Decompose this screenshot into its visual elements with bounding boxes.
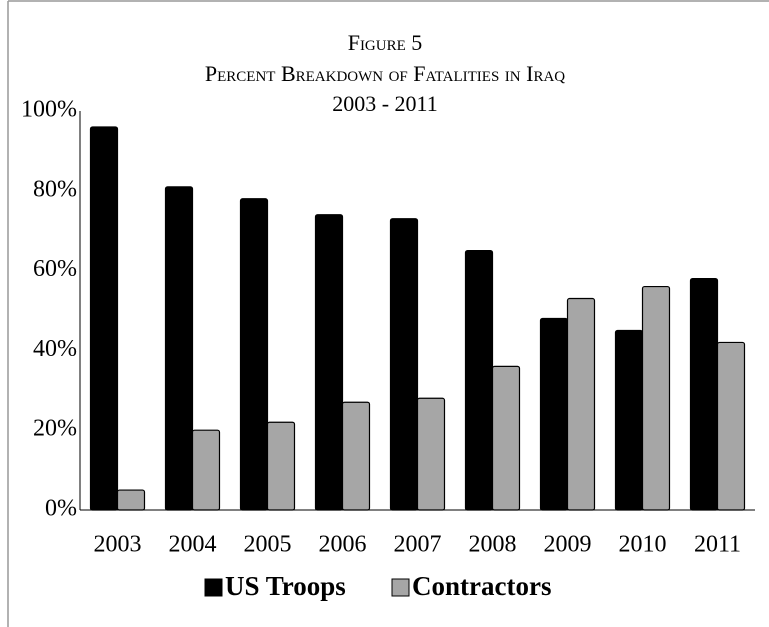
bar — [164, 186, 194, 511]
bar — [266, 421, 296, 511]
x-tick-label: 2004 — [169, 532, 217, 558]
bar — [566, 297, 596, 511]
legend-swatch — [391, 578, 410, 597]
bar — [416, 397, 446, 511]
bar — [464, 250, 494, 511]
legend-label: Contractors — [412, 571, 551, 601]
bar — [689, 277, 719, 511]
y-tick-label: 60% — [33, 256, 77, 282]
y-tick-label: 80% — [33, 176, 77, 202]
bar — [191, 429, 221, 511]
chart-title: Figure 5 — [348, 30, 423, 55]
x-tick-label: 2010 — [619, 532, 667, 558]
bar — [239, 198, 269, 511]
x-tick-label: 2009 — [544, 532, 592, 558]
x-tick-label: 2003 — [94, 532, 142, 558]
legend-swatch — [204, 578, 223, 597]
bar — [716, 341, 746, 511]
x-tick-label: 2008 — [469, 532, 517, 558]
chart-title: 2003 - 2011 — [332, 91, 438, 116]
bar — [389, 218, 419, 511]
y-tick-label: 40% — [33, 336, 77, 362]
y-tick-label: 20% — [33, 416, 77, 442]
bar — [539, 317, 569, 511]
x-tick-label: 2011 — [694, 532, 741, 558]
x-tick-label: 2006 — [319, 532, 367, 558]
x-tick-label: 2007 — [394, 532, 442, 558]
bar — [614, 329, 644, 511]
bar — [116, 489, 146, 511]
legend-label: US Troops — [225, 571, 346, 601]
bar — [641, 285, 671, 511]
x-tick-label: 2005 — [244, 532, 292, 558]
bar — [314, 214, 344, 511]
y-tick-label: 0% — [45, 496, 77, 522]
y-tick-label: 100% — [21, 97, 77, 123]
bar — [89, 126, 119, 511]
bar — [341, 401, 371, 511]
chart-title: Percent Breakdown of Fatalities in Iraq — [205, 61, 565, 86]
bar — [491, 365, 521, 511]
